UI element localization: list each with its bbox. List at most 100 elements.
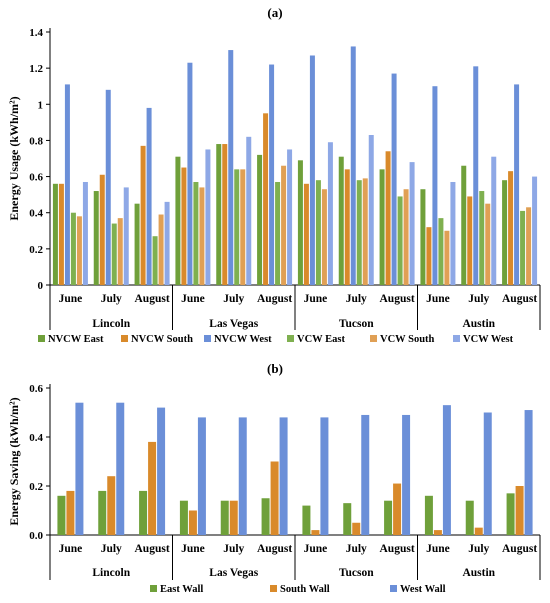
bar-nvcw-east <box>297 160 303 285</box>
y-tick-label: 0.6 <box>29 383 43 395</box>
bar-east-wall <box>465 500 474 535</box>
bar-vcw-west <box>164 201 170 285</box>
y-tick-label: 0.0 <box>29 530 43 542</box>
bar-nvcw-west <box>187 62 193 285</box>
x-tick-label: August <box>502 543 537 555</box>
bar-west-wall <box>320 417 329 535</box>
bar-vcw-south <box>403 189 409 285</box>
legend-swatch <box>390 585 397 592</box>
legend-label: VCW East <box>297 334 345 345</box>
legend-label: East Wall <box>160 584 203 595</box>
x-tick-label: August <box>257 543 292 555</box>
bar-vcw-south <box>158 214 164 285</box>
bar-south-wall <box>188 510 197 535</box>
legend-label: NVCW West <box>214 334 272 345</box>
legend-swatch <box>38 335 45 342</box>
bar-nvcw-south <box>181 167 187 285</box>
legend-label: South Wall <box>280 584 330 595</box>
bar-nvcw-east <box>338 156 344 285</box>
x-tick-label: July <box>468 543 489 555</box>
bar-nvcw-south <box>344 169 350 285</box>
bar-south-wall <box>229 500 238 535</box>
bar-nvcw-west <box>350 46 356 286</box>
bar-vcw-south <box>485 203 491 285</box>
bar-south-wall <box>352 522 361 535</box>
y-tick-label: 1.2 <box>29 63 43 75</box>
bar-east-wall <box>424 495 433 535</box>
group-label: Tucson <box>339 318 374 330</box>
bar-nvcw-south <box>508 171 514 285</box>
bar-east-wall <box>139 490 148 535</box>
bar-nvcw-east <box>52 183 58 285</box>
bar-vcw-south <box>526 207 532 285</box>
x-tick-label: June <box>181 543 205 555</box>
x-tick-label: June <box>426 543 450 555</box>
bar-vcw-east <box>356 180 362 285</box>
x-tick-label: August <box>502 293 537 305</box>
bar-vcw-south <box>76 216 82 285</box>
group-label: Lincoln <box>92 318 130 330</box>
bar-nvcw-east <box>420 189 426 285</box>
bar-nvcw-east <box>216 144 222 285</box>
bar-vcw-west <box>532 176 538 285</box>
legend-swatch <box>270 585 277 592</box>
bar-vcw-east <box>438 218 444 285</box>
group-label: Tucson <box>339 567 374 579</box>
bar-east-wall <box>302 505 311 535</box>
bar-south-wall <box>270 461 279 535</box>
bar-nvcw-south <box>99 174 105 285</box>
y-tick-label: 0 <box>38 280 44 292</box>
legend-label: VCW South <box>380 334 435 345</box>
group-label: Austin <box>462 567 495 579</box>
x-tick-label: July <box>223 293 244 305</box>
bar-vcw-south <box>199 187 205 285</box>
group-label: Las Vegas <box>209 318 258 330</box>
bar-south-wall <box>107 476 116 535</box>
bar-south-wall <box>433 530 442 535</box>
bar-west-wall <box>361 414 370 535</box>
bar-vcw-west <box>205 149 211 285</box>
bar-vcw-west <box>82 181 88 285</box>
bar-vcw-east <box>315 180 321 285</box>
legend-swatch <box>121 335 128 342</box>
y-axis-title: Energy Usage (kWh/m²) <box>7 96 21 220</box>
x-tick-label: July <box>101 293 122 305</box>
bar-vcw-west <box>491 156 497 285</box>
bar-nvcw-east <box>502 180 508 285</box>
group-label: Austin <box>462 318 495 330</box>
x-tick-label: July <box>468 293 489 305</box>
group-label: Lincoln <box>92 567 130 579</box>
y-tick-label: 0.2 <box>29 481 43 493</box>
bar-nvcw-south <box>58 183 64 285</box>
x-tick-label: June <box>304 543 328 555</box>
bar-vcw-south <box>321 189 327 285</box>
bar-west-wall <box>524 410 533 535</box>
bar-nvcw-west <box>269 64 275 286</box>
x-tick-label: July <box>101 543 122 555</box>
bar-east-wall <box>57 495 66 535</box>
x-tick-label: June <box>426 293 450 305</box>
x-tick-label: July <box>223 543 244 555</box>
legend-label: NVCW South <box>131 334 193 345</box>
x-tick-label: August <box>135 293 170 305</box>
bar-vcw-west <box>409 162 415 285</box>
bar-west-wall <box>279 417 288 535</box>
bar-vcw-east <box>70 212 76 285</box>
bar-west-wall <box>75 402 84 535</box>
bar-nvcw-west <box>391 73 397 285</box>
bar-nvcw-east <box>134 203 140 285</box>
x-tick-label: August <box>135 543 170 555</box>
bar-vcw-south <box>117 218 123 285</box>
legend-label: VCW West <box>463 334 514 345</box>
bar-nvcw-east <box>93 191 99 285</box>
legend-swatch <box>287 335 294 342</box>
bar-east-wall <box>261 498 270 535</box>
bar-nvcw-west <box>64 84 70 286</box>
bar-vcw-west <box>327 142 333 285</box>
bar-south-wall <box>66 490 75 535</box>
bar-nvcw-south <box>222 144 228 285</box>
panel-label: (a) <box>267 5 282 20</box>
bar-west-wall <box>442 405 451 535</box>
bar-nvcw-west <box>105 89 111 285</box>
